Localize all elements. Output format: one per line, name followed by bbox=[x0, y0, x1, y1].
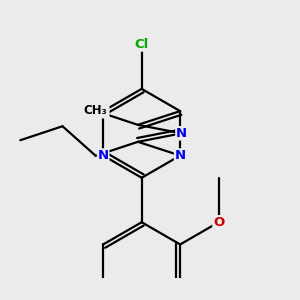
Text: N: N bbox=[176, 127, 187, 140]
Text: N: N bbox=[175, 149, 186, 162]
Text: O: O bbox=[213, 216, 224, 229]
Text: N: N bbox=[98, 149, 109, 162]
Text: N: N bbox=[98, 105, 109, 118]
Text: CH₃: CH₃ bbox=[84, 104, 108, 117]
Text: Cl: Cl bbox=[134, 38, 149, 51]
